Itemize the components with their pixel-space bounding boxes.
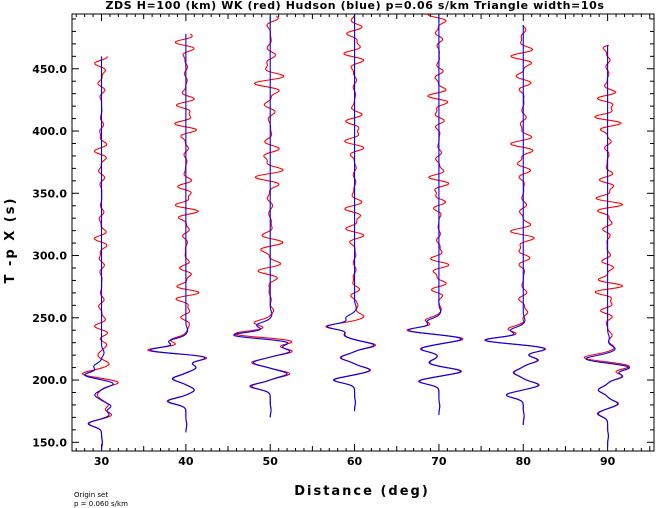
origin-note: Origin set	[74, 491, 108, 499]
y-tick-label: 200.0	[32, 374, 67, 387]
y-tick-label: 450.0	[32, 63, 67, 76]
y-axis-title: T -p X (s)	[3, 197, 18, 284]
trace-group-90deg	[583, 44, 630, 447]
traces-layer	[81, 13, 630, 452]
hudson-trace-70deg	[408, 14, 462, 415]
hudson-trace-40deg	[149, 33, 206, 433]
trace-group-50deg	[233, 15, 293, 418]
x-tick-label: 30	[94, 455, 110, 468]
origin-notes: Origin set p = 0.060 s/km	[74, 491, 128, 508]
chart-title: ZDS H=100 (km) WK (red) Hudson (blue) p=…	[105, 0, 604, 12]
hudson-trace-60deg	[326, 14, 375, 412]
y-tick-label: 250.0	[32, 312, 67, 325]
hudson-trace-90deg	[585, 45, 630, 447]
slowness-note: p = 0.060 s/km	[74, 500, 128, 508]
x-tick-label: 70	[431, 455, 447, 468]
trace-group-70deg	[406, 13, 464, 415]
x-tick-label: 80	[516, 455, 532, 468]
x-tick-label: 50	[263, 455, 279, 468]
trace-group-80deg	[484, 24, 547, 425]
trace-group-40deg	[147, 33, 208, 433]
x-tick-label: 90	[600, 455, 616, 468]
hudson-trace-80deg	[484, 25, 546, 425]
x-axis-title: Distance (deg)	[294, 484, 430, 499]
y-tick-label: 350.0	[32, 187, 67, 200]
hudson-trace-30deg	[84, 56, 114, 452]
hudson-trace-50deg	[233, 16, 291, 418]
x-tick-label: 40	[178, 455, 194, 468]
y-tick-label: 400.0	[32, 125, 67, 138]
trace-group-60deg	[325, 13, 377, 412]
y-tick-label: 150.0	[32, 436, 67, 449]
plot-frame	[71, 13, 655, 452]
trace-group-30deg	[81, 56, 119, 452]
plot-area: 30 40 50 60 70 80 90 150.0 200.0 250.0 300.0 350.0 4…	[32, 13, 655, 468]
y-tick-label: 300.0	[32, 250, 67, 263]
x-tick-label: 60	[347, 455, 363, 468]
